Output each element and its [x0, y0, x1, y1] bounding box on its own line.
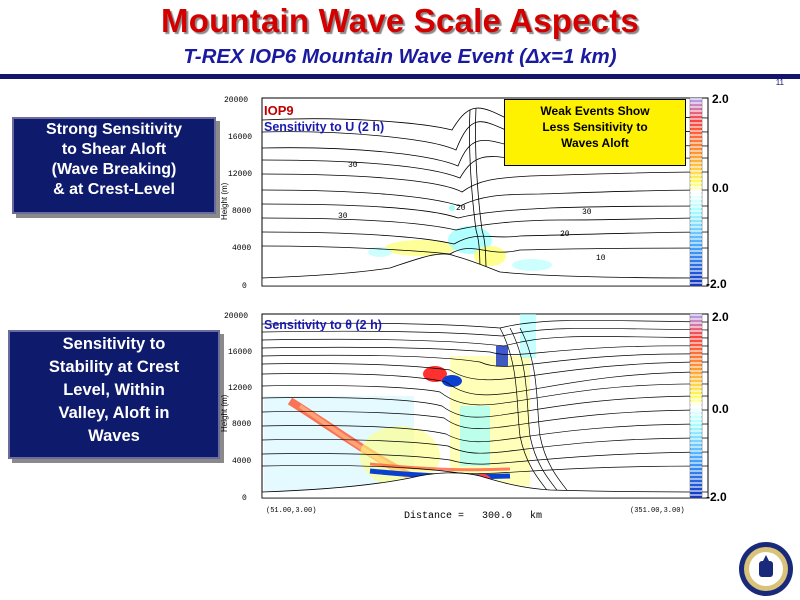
u-colorbar-max: 2.0: [712, 92, 729, 106]
x-axis-right-coord: (351.00,3.00): [630, 507, 685, 515]
theta-y-tick: 12000: [228, 384, 252, 393]
note-line-1: Weak Events Show: [540, 104, 650, 118]
u-terrain: [261, 253, 709, 287]
shear-line-1: Strong Sensitivity: [45, 121, 183, 138]
slide-subtitle: T-REX IOP6 Mountain Wave Event (Δx=1 km): [183, 45, 617, 68]
note-line-2: Less Sensitivity to: [542, 120, 648, 134]
u-sensitivity-label: Sensitivity to U (2 h): [264, 120, 384, 134]
theta-terrain: [261, 472, 709, 499]
u-y-tick: 8000: [232, 207, 251, 216]
u-contour-label: 10: [596, 254, 606, 263]
x-axis-value: 300.0: [482, 511, 512, 522]
u-y-tick: 16000: [228, 133, 252, 142]
slide-number: 11: [775, 78, 784, 87]
theta-colorbar-max: 2.0: [712, 310, 729, 324]
u-contour-label: 30: [348, 161, 358, 170]
theta-colorbar-mid: 0.0: [712, 402, 729, 416]
u-y-tick: 20000: [224, 96, 248, 105]
theta-sensitivity-label: Sensitivity to θ (2 h): [264, 318, 382, 332]
stability-line-5: Waves: [88, 427, 140, 445]
stability-line-2: Stability at Crest: [48, 358, 180, 376]
stability-line-3: Level, Within: [63, 381, 165, 399]
u-contour-label: 30: [582, 208, 592, 217]
header-rule: [0, 74, 800, 79]
iop-label: IOP9: [264, 103, 294, 118]
navy-seal-logo: [739, 542, 793, 596]
u-colorbar-mid: 0.0: [712, 181, 729, 195]
u-contour-label: 20: [456, 204, 466, 213]
theta-y-tick: 4000: [232, 457, 251, 466]
shear-line-4: & at Crest-Level: [53, 181, 175, 198]
shear-line-3: (Wave Breaking): [51, 161, 177, 178]
x-axis-unit: km: [530, 510, 542, 522]
u-y-tick: 4000: [232, 244, 251, 253]
stability-line-1: Sensitivity to: [62, 335, 166, 353]
u-contour-label: 20: [560, 230, 570, 239]
u-colorbar-min: -2.0: [706, 277, 727, 291]
shear-sensitivity-box: Strong Sensitivity to Shear Aloft (Wave …: [12, 117, 216, 214]
theta-y-axis-title: Height (m): [220, 394, 229, 432]
stability-sensitivity-box: Sensitivity to Stability at Crest Level,…: [8, 330, 220, 459]
slide-title: Mountain Wave Scale Aspects: [161, 2, 639, 39]
shear-line-2: to Shear Aloft: [61, 141, 167, 158]
theta-contours: [261, 320, 709, 495]
x-axis-left-coord: (51.00,3.00): [266, 507, 316, 515]
u-y-tick: 0: [242, 282, 247, 291]
theta-y-tick: 16000: [228, 348, 252, 357]
theta-y-tick: 20000: [224, 312, 248, 321]
u-y-axis-title: Height (m): [220, 182, 229, 220]
u-contour-label: 30: [338, 212, 348, 221]
u-contours: [261, 107, 709, 281]
theta-sensitivity-plot: 20000 16000 12000 8000 4000 0 Height (m)…: [220, 312, 709, 522]
weak-events-note: Weak Events Show Less Sensitivity to Wav…: [504, 99, 686, 166]
theta-y-tick: 0: [242, 494, 247, 503]
theta-colorbar-min: -2.0: [706, 490, 727, 504]
u-y-tick: 12000: [228, 170, 252, 179]
stability-line-4: Valley, Aloft in: [58, 404, 170, 422]
theta-y-tick: 8000: [232, 420, 251, 429]
note-line-3: Waves Aloft: [561, 136, 629, 150]
x-axis-label: Distance =: [404, 510, 464, 522]
